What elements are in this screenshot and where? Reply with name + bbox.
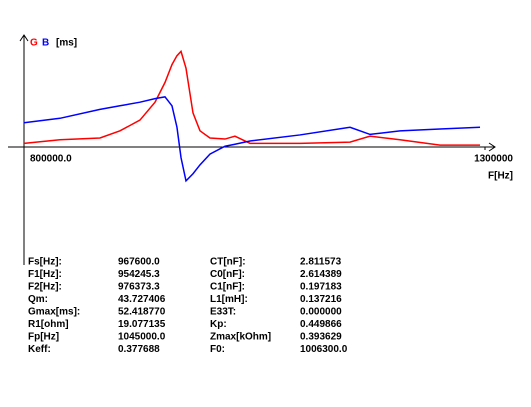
parameter-cell: C0[nF]: [210, 269, 245, 280]
parameter-cell: CT[nF]: [210, 257, 246, 268]
parameter-cell: Fs[Hz]: [28, 257, 62, 268]
parameter-cell: F1[Hz]: [28, 269, 62, 280]
parameter-cell: 967600.0 [118, 257, 160, 268]
parameter-cell: R1[ohm] [28, 319, 69, 330]
legend-entry: G [30, 38, 38, 49]
parameter-cell: 0.197183 [300, 282, 342, 293]
parameter-cell: 1045000.0 [118, 332, 166, 343]
parameter-cell: Zmax[kOhm] [210, 332, 271, 343]
x-axis-label: F[Hz] [488, 171, 513, 182]
parameter-cell: Keff: [28, 344, 51, 355]
x-axis-arrow [488, 142, 496, 152]
parameter-cell: Qm: [28, 294, 48, 305]
parameter-cell: F0: [210, 344, 225, 355]
parameter-cell: Gmax[ms]: [28, 307, 80, 318]
parameter-cell: C1[nF]: [210, 282, 245, 293]
y-axis-arrow [19, 34, 29, 42]
parameter-cell: 0.137216 [300, 294, 342, 305]
parameter-cell: L1[mH]: [210, 294, 248, 305]
legend-entry: B [42, 38, 49, 49]
x-tick-label: 800000.0 [30, 154, 72, 165]
parameter-cell: F2[Hz]: [28, 282, 62, 293]
parameter-cell: 0.000000 [300, 307, 342, 318]
series-line [23, 96, 481, 183]
parameter-cell: 0.377688 [118, 344, 160, 355]
parameter-cell: 43.727406 [118, 294, 166, 305]
parameter-cell: 976373.3 [118, 282, 160, 293]
parameter-cell: 1006300.0 [300, 344, 348, 355]
parameter-cell: 2.811573 [300, 257, 342, 268]
parameter-cell: 2.614389 [300, 269, 342, 280]
x-tick-label: 1300000 [474, 154, 513, 165]
parameter-cell: E33T: [210, 307, 236, 318]
parameter-cell: Kp: [210, 319, 227, 330]
parameter-cell: 954245.3 [118, 269, 160, 280]
parameter-cell: Fp[Hz] [28, 332, 59, 343]
parameter-cell: 52.418770 [118, 307, 166, 318]
parameter-cell: 0.393629 [300, 332, 342, 343]
parameter-cell: 0.449866 [300, 319, 342, 330]
y-axis-label: [ms] [56, 38, 77, 49]
series-line [23, 49, 481, 146]
parameter-cell: 19.077135 [118, 319, 166, 330]
